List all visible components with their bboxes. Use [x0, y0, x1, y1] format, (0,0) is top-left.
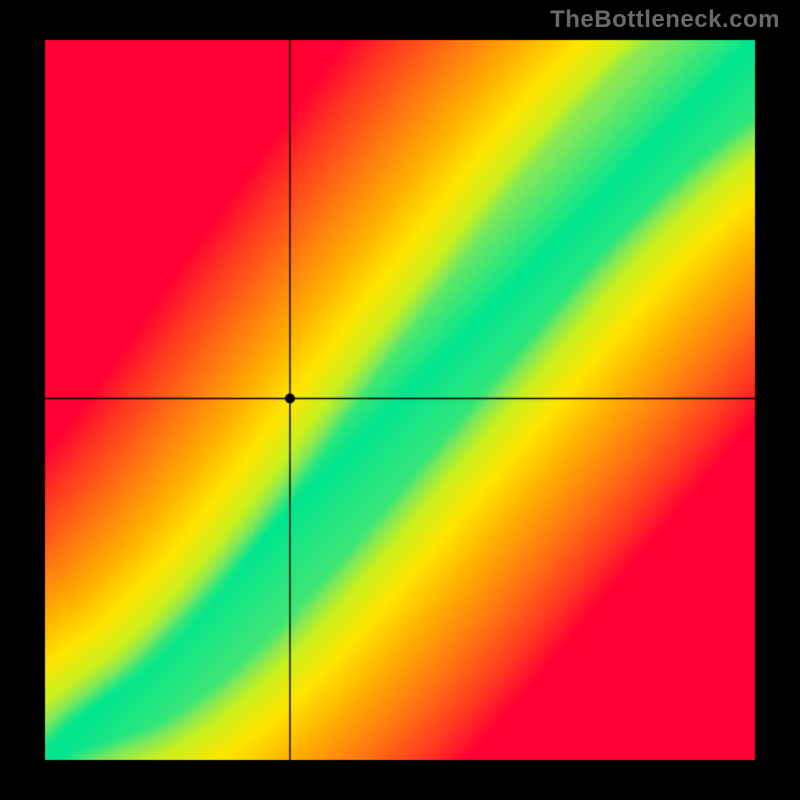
watermark-label: TheBottleneck.com — [550, 6, 780, 34]
bottleneck-heatmap — [0, 0, 800, 800]
chart-container: { "watermark_text": "TheBottleneck.com",… — [0, 0, 800, 800]
